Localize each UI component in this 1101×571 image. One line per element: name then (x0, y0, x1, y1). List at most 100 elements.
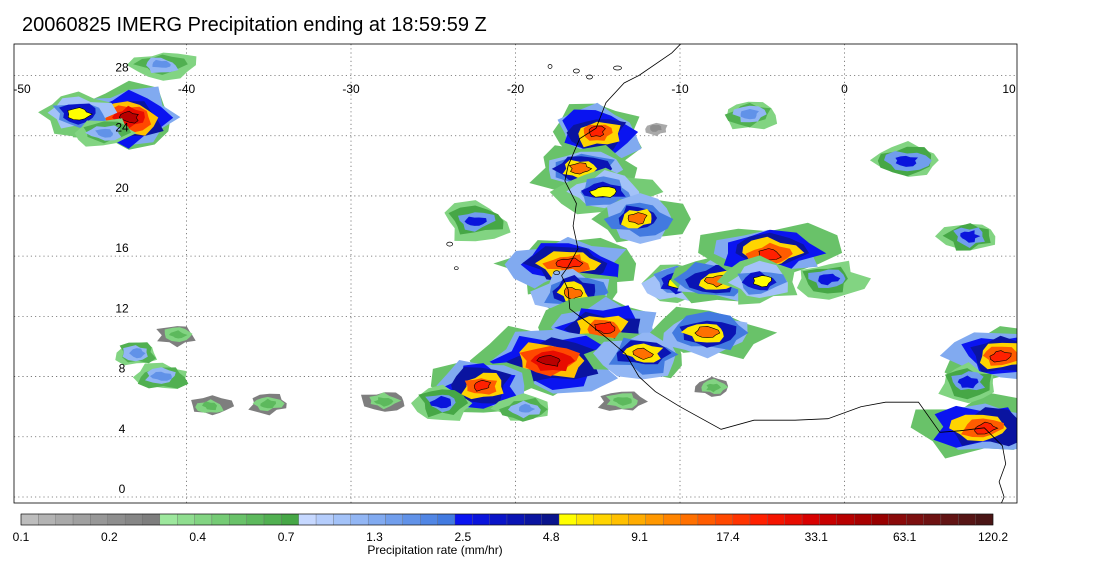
precip-contour (758, 248, 782, 261)
precip-cell (132, 362, 189, 389)
colorbar-tick-label: 0.4 (189, 530, 206, 544)
latitude-tick-label: 28 (115, 61, 129, 75)
colorbar-swatch (888, 513, 907, 526)
island-outline (586, 74, 593, 80)
precip-contour (373, 397, 394, 407)
colorbar-swatch (229, 513, 247, 526)
precip-contour (752, 275, 772, 288)
colorbar-swatch (489, 513, 508, 526)
colorbar-swatch (749, 513, 768, 526)
colorbar-tick-label: 2.5 (454, 530, 471, 544)
colorbar-swatch (732, 513, 751, 526)
precip-contour (152, 59, 171, 68)
precip-contour (895, 155, 918, 167)
precip-cell (493, 236, 637, 295)
longitude-tick-label: -20 (507, 82, 525, 96)
colorbar-swatch (246, 513, 265, 526)
colorbar-swatch (142, 513, 161, 526)
colorbar-swatch (281, 513, 299, 526)
latitude-tick-label: 20 (115, 181, 129, 195)
colorbar-swatch (124, 513, 143, 526)
island-outline (446, 241, 454, 247)
colorbar-swatch (697, 513, 716, 526)
precip-cell (694, 376, 729, 397)
precip-contour (589, 186, 617, 198)
precip-cell (796, 260, 871, 300)
precip-contour (613, 397, 632, 406)
colorbar-tick-label: 17.4 (716, 530, 740, 544)
precip-cell (716, 255, 798, 305)
colorbar-swatch (333, 513, 351, 526)
precip-cell (724, 101, 778, 130)
colorbar-swatch (472, 513, 490, 526)
colorbar-swatch (385, 513, 404, 526)
plot-frame (13, 43, 1018, 504)
precip-contour (202, 401, 218, 411)
colorbar-swatch (801, 513, 820, 526)
colorbar-swatch (506, 513, 525, 526)
colorbar-swatch (923, 513, 942, 526)
island-outline (547, 64, 553, 69)
precip-cell (444, 200, 511, 242)
colorbar-tick-label: 120.2 (978, 530, 1008, 544)
colorbar-swatch (107, 513, 126, 526)
precip-contour (429, 395, 451, 409)
precip-cell (248, 393, 287, 416)
precip-contour (694, 325, 721, 338)
colorbar-swatch (194, 513, 213, 526)
latitude-tick-label: 4 (119, 422, 126, 436)
longitude-tick-label: -40 (178, 82, 196, 96)
precip-cell (156, 326, 196, 348)
island-outline (553, 270, 560, 276)
colorbar-swatch (55, 513, 74, 526)
precip-contour (989, 350, 1012, 363)
longitude-tick-label: -30 (342, 82, 360, 96)
colorbar-swatch (315, 513, 334, 526)
precip-contour (627, 212, 648, 225)
precip-contour (118, 110, 139, 124)
colorbar-swatch (420, 513, 438, 526)
latitude-tick-label: 12 (115, 301, 129, 315)
colorbar-swatch (524, 513, 542, 526)
precip-cell (591, 193, 691, 244)
latitude-tick-label: 8 (119, 362, 126, 376)
colorbar-swatch (610, 513, 629, 526)
precip-cell (552, 102, 642, 162)
colorbar-swatch (298, 513, 317, 526)
colorbar-swatch (906, 513, 924, 526)
precip-contour (168, 330, 188, 339)
precip-contour (740, 109, 759, 120)
island-outline (453, 266, 459, 271)
precip-contour (957, 375, 979, 389)
precip-cell (361, 392, 405, 412)
colorbar-swatch (90, 513, 108, 526)
longitude-tick-label: 0 (841, 82, 848, 96)
colorbar-swatch (680, 513, 699, 526)
colorbar: 0.1 0.2 0.4 0.7 1.3 2.5 4.8 9.1 17.4 33.1 63.1 120.… (13, 513, 1008, 544)
map-title: 20060825 IMERG Precipitation ending at 1… (22, 14, 487, 36)
colorbar-swatch (367, 513, 386, 526)
colorbar-swatch (350, 513, 369, 526)
precip-contour (260, 398, 276, 409)
precip-contour (818, 273, 841, 286)
precipitation-field (38, 52, 1017, 459)
precip-cell (126, 52, 197, 81)
precip-contour (594, 321, 616, 335)
colorbar-tick-label: 1.3 (366, 530, 383, 544)
colorbar-swatch (628, 513, 647, 526)
axis-labels: -50 -40 -30 -20 -10 0 10 28 24 20 16 12 8 4 0 (13, 61, 1016, 497)
colorbar-swatch (177, 513, 195, 526)
precip-contour (555, 257, 584, 269)
island-outline (573, 68, 580, 74)
colorbar-swatch (836, 513, 855, 526)
colorbar-swatch (263, 513, 282, 526)
precip-cell (869, 141, 939, 177)
precip-contour (960, 230, 981, 243)
colorbar-swatch (541, 513, 560, 526)
latitude-tick-label: 16 (115, 241, 129, 255)
longitude-tick-label: -50 (13, 82, 31, 96)
precip-contour (650, 124, 662, 132)
precip-contour (464, 216, 487, 226)
precip-contour (150, 371, 172, 381)
precip-contour (95, 128, 113, 138)
